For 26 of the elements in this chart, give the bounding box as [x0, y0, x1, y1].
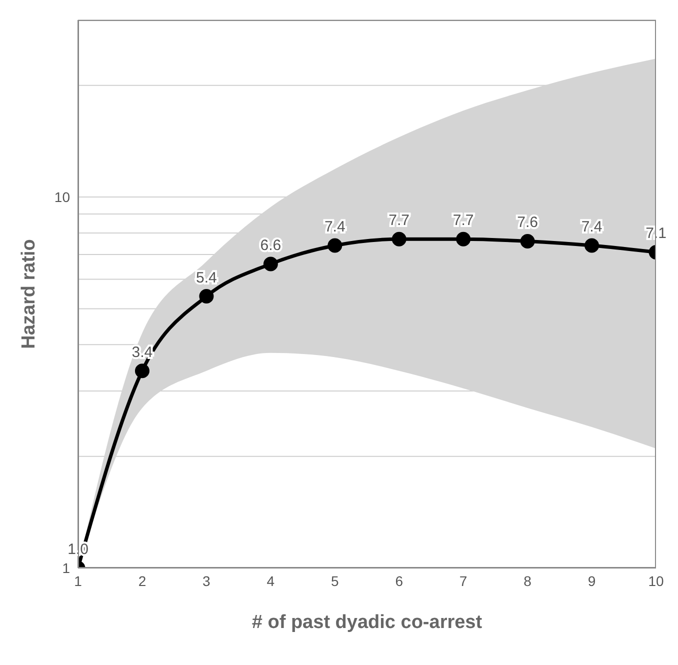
x-tick-label: 7	[459, 572, 468, 589]
data-label: 7.7	[388, 212, 410, 230]
x-tick-label: 3	[202, 572, 211, 589]
point	[520, 234, 535, 248]
data-label: 6.6	[260, 236, 282, 254]
x-tick-label: 1	[74, 572, 82, 589]
x-tick-label: 6	[395, 572, 404, 589]
point	[263, 256, 278, 272]
x-tick-label: 9	[588, 572, 596, 589]
data-label: 7.7	[452, 212, 474, 230]
x-tick-label: 5	[330, 572, 339, 589]
x-tick-label: 8	[524, 572, 532, 589]
y-axis-title: Hazard ratio	[18, 239, 40, 349]
point	[328, 238, 342, 253]
data-label: 7.4	[581, 218, 602, 236]
data-label: 7.4	[324, 218, 346, 236]
point	[392, 232, 406, 246]
point	[456, 232, 471, 246]
x-tick-label: 2	[138, 572, 146, 589]
data-label: 7.6	[517, 214, 538, 232]
point	[199, 289, 214, 304]
x-axis-title: # of past dyadic co-arrest	[252, 612, 483, 633]
point	[584, 238, 600, 253]
x-tick-label: 10	[648, 572, 664, 589]
x-tick-label: 4	[266, 572, 275, 589]
data-label: 5.4	[196, 269, 217, 286]
